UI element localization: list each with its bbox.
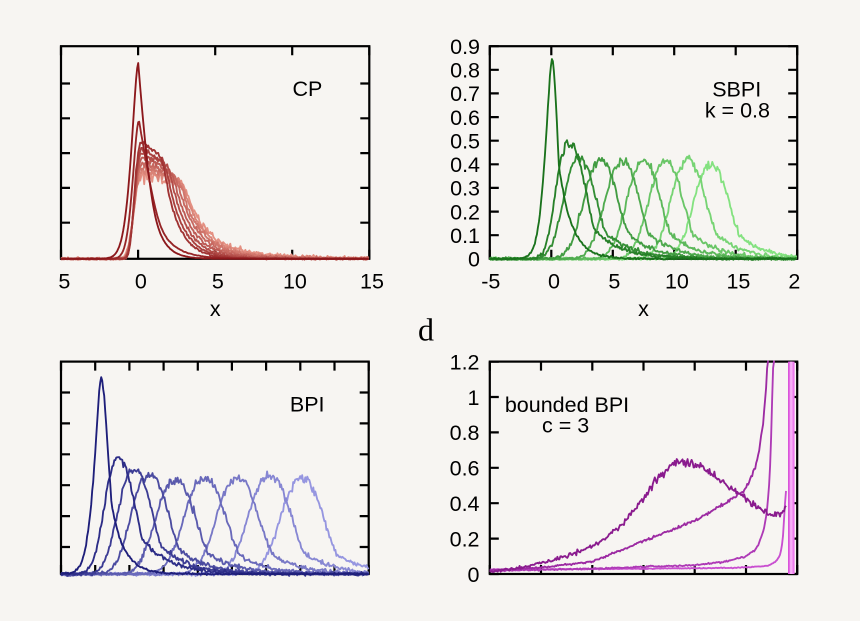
- svg-text:d: d: [418, 312, 434, 348]
- svg-text:0.7: 0.7: [450, 82, 480, 106]
- svg-text:-5: -5: [481, 270, 500, 294]
- svg-text:10: 10: [283, 270, 307, 294]
- svg-text:15: 15: [360, 270, 384, 294]
- svg-text:x: x: [210, 297, 221, 321]
- svg-text:1: 1: [468, 386, 480, 410]
- svg-text:0: 0: [468, 248, 480, 272]
- svg-text:1.2: 1.2: [450, 350, 480, 374]
- svg-text:10: 10: [665, 270, 689, 294]
- svg-text:k = 0.8: k = 0.8: [705, 99, 770, 123]
- svg-text:5: 5: [212, 270, 224, 294]
- svg-text:0.1: 0.1: [450, 224, 480, 248]
- svg-text:0.4: 0.4: [450, 492, 480, 516]
- svg-text:0.3: 0.3: [450, 177, 480, 201]
- svg-text:2: 2: [788, 270, 800, 294]
- svg-text:c = 3: c = 3: [542, 414, 589, 438]
- svg-text:0.2: 0.2: [450, 527, 480, 551]
- svg-text:0.6: 0.6: [450, 457, 480, 481]
- svg-text:bounded BPI: bounded BPI: [505, 393, 629, 417]
- svg-text:0.9: 0.9: [450, 35, 480, 59]
- svg-text:x: x: [638, 297, 649, 321]
- svg-text:0.2: 0.2: [450, 200, 480, 224]
- svg-text:15: 15: [726, 270, 750, 294]
- svg-text:0: 0: [548, 270, 560, 294]
- svg-text:5: 5: [58, 270, 70, 294]
- svg-text:0.8: 0.8: [450, 59, 480, 83]
- svg-text:0.4: 0.4: [450, 153, 480, 177]
- svg-text:0.8: 0.8: [450, 421, 480, 445]
- svg-text:0: 0: [468, 563, 480, 587]
- svg-text:0.6: 0.6: [450, 106, 480, 130]
- svg-text:5: 5: [608, 270, 620, 294]
- svg-text:BPI: BPI: [290, 392, 325, 416]
- svg-text:CP: CP: [292, 77, 322, 101]
- svg-text:SBPI: SBPI: [712, 77, 761, 101]
- svg-text:0.5: 0.5: [450, 130, 480, 154]
- svg-text:0: 0: [135, 270, 147, 294]
